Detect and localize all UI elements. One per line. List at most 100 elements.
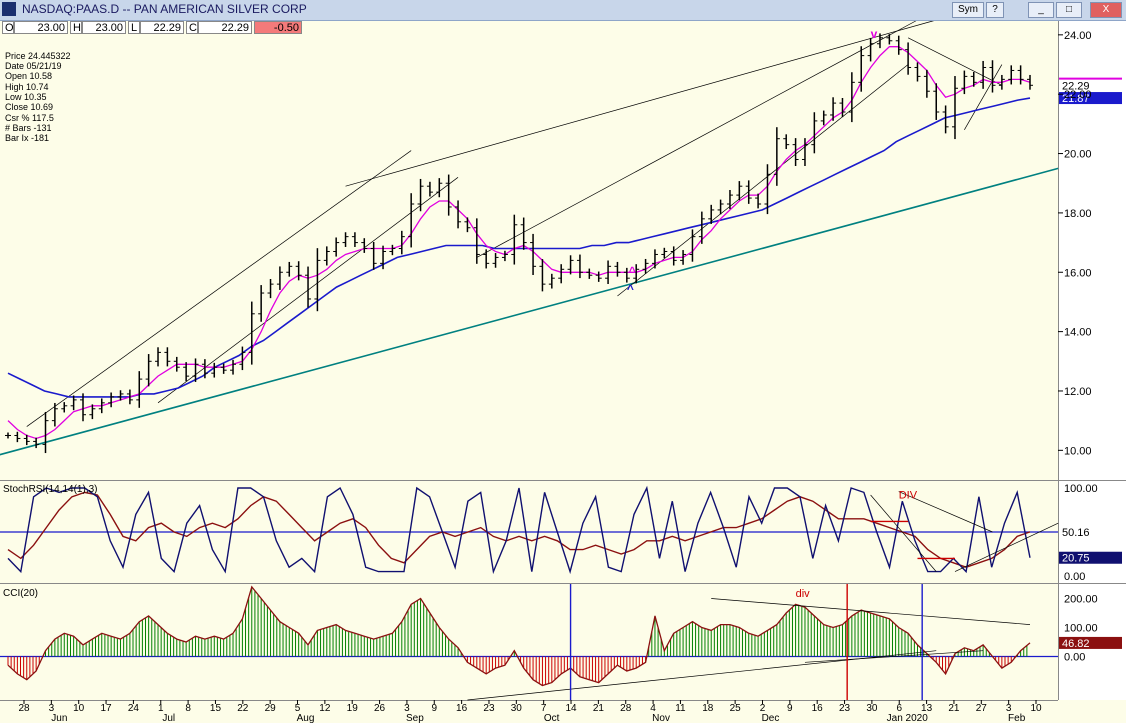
stoch-k-line <box>7 485 1031 575</box>
stoch-y-tick-label: 100.00 <box>1064 483 1098 495</box>
x-tick-label: 1 <box>158 703 164 714</box>
stoch-y-tick-label: 0.00 <box>1064 571 1085 583</box>
x-tick-label: 24 <box>128 703 140 714</box>
x-tick-label: 10 <box>1030 703 1042 714</box>
stoch-trendline <box>898 491 993 533</box>
x-tick-label: 2 <box>760 703 766 714</box>
x-tick-label: 11 <box>675 703 686 714</box>
ma-short-line <box>7 46 1031 440</box>
x-tick-label: 30 <box>511 703 523 714</box>
app-icon <box>2 2 16 16</box>
info-line: # Bars -131 <box>5 123 52 133</box>
price-y-tick-label: 18.00 <box>1064 208 1092 220</box>
x-tick-label: 5 <box>295 703 301 714</box>
cci-div-label: div <box>796 588 811 600</box>
quote-bar: O 23.00 H 23.00 L 22.29 C 22.29 -0.50 <box>0 21 330 36</box>
x-tick-label: 19 <box>347 703 359 714</box>
minimize-button[interactable]: _ <box>1028 2 1054 18</box>
x-month-label: Jan 2020 <box>887 713 929 723</box>
help-button[interactable]: ? <box>986 2 1004 18</box>
x-tick-label: 29 <box>265 703 277 714</box>
x-tick-label: 7 <box>541 703 547 714</box>
symbol-button[interactable]: Sym <box>952 2 984 18</box>
x-month-label: Jun <box>51 713 67 723</box>
x-tick-label: 10 <box>73 703 85 714</box>
stoch-d-value: 50.16 <box>1062 527 1090 539</box>
info-line: Low 10.35 <box>5 92 47 102</box>
info-line: High 10.74 <box>5 82 49 92</box>
cci-line <box>7 585 1031 687</box>
x-tick-label: 15 <box>210 703 222 714</box>
x-tick-label: 21 <box>593 703 605 714</box>
price-y-tick-label: 22.00 <box>1064 89 1092 101</box>
cci-trendline <box>804 650 984 663</box>
x-month-label: Sep <box>406 713 424 723</box>
price-y-tick-label: 24.00 <box>1064 30 1092 42</box>
x-month-label: Aug <box>297 713 315 723</box>
quote-label-open: O <box>2 21 14 34</box>
x-tick-label: 8 <box>185 703 191 714</box>
x-tick-label: 3 <box>1006 703 1012 714</box>
close-button[interactable]: X <box>1090 2 1122 18</box>
price-y-tick-label: 14.00 <box>1064 327 1092 339</box>
quote-value-low: 22.29 <box>140 21 184 34</box>
y-axis-area <box>1058 20 1126 700</box>
x-tick-label: 6 <box>896 703 902 714</box>
x-tick-label: 27 <box>976 703 988 714</box>
maximize-button[interactable]: □ <box>1056 2 1082 18</box>
buy-marker: ^ <box>629 264 636 278</box>
channel-line <box>964 64 1003 130</box>
x-tick-label: 25 <box>730 703 742 714</box>
cci-trendline <box>711 598 1031 625</box>
last-price-label-box <box>1059 79 1122 92</box>
price-y-tick-label: 10.00 <box>1064 445 1092 457</box>
channel-line <box>617 64 909 297</box>
quote-value-high: 23.00 <box>82 21 126 34</box>
x-month-label: Feb <box>1008 713 1026 723</box>
info-line: Date 05/21/19 <box>5 61 62 71</box>
x-tick-label: 17 <box>100 703 112 714</box>
x-tick-label: 28 <box>18 703 30 714</box>
x-tick-label: 22 <box>237 703 249 714</box>
price-y-tick-label: 12.00 <box>1064 386 1092 398</box>
x-tick-label: 23 <box>483 703 495 714</box>
ma-long-price-label: 21.87 <box>1062 93 1090 105</box>
x-month-label: Jul <box>162 713 175 723</box>
last-price-label: 22.29 <box>1062 81 1090 93</box>
quote-label-high: H <box>70 21 82 34</box>
x-tick-label: 3 <box>404 703 410 714</box>
info-line: Close 10.69 <box>5 102 53 112</box>
quote-value-open: 23.00 <box>14 21 68 34</box>
stoch-d-value-box <box>1059 525 1122 538</box>
info-box: Price 24.445322 Date 05/21/19 Open 10.58… <box>5 51 71 143</box>
info-line: Price 24.445322 <box>5 51 71 61</box>
quote-label-close: C <box>186 21 198 34</box>
x-tick-label: 4 <box>650 703 656 714</box>
info-line: Open 10.58 <box>5 71 52 81</box>
info-line: Csr % 117.5 <box>5 113 54 123</box>
x-tick-label: 16 <box>812 703 824 714</box>
x-tick-label: 9 <box>787 703 793 714</box>
support-trendline <box>0 167 1059 456</box>
stoch-div-label: DIV <box>899 490 918 502</box>
x-tick-label: 12 <box>319 703 331 714</box>
cci-y-tick-label: 200.00 <box>1064 594 1098 606</box>
quote-label-low: L <box>128 21 140 34</box>
x-tick-label: 26 <box>374 703 386 714</box>
channel-line <box>26 150 412 427</box>
ma-long-price-label-box <box>1059 92 1122 105</box>
channel-line <box>345 19 937 187</box>
x-month-label: Oct <box>544 713 560 723</box>
cci-value-box <box>1059 636 1122 649</box>
x-tick-label: 14 <box>565 703 577 714</box>
price-y-tick-label: 20.00 <box>1064 149 1092 161</box>
cci-title: CCI(20) <box>3 588 38 599</box>
window-titlebar: NASDAQ:PAAS.D -- PAN AMERICAN SILVER COR… <box>0 0 1126 21</box>
x-tick-label: 28 <box>620 703 632 714</box>
stoch-trendline <box>954 522 1059 572</box>
x-tick-label: 21 <box>948 703 960 714</box>
stoch-d-line <box>7 491 1031 568</box>
x-month-label: Nov <box>652 713 670 723</box>
window-title: NASDAQ:PAAS.D -- PAN AMERICAN SILVER COR… <box>22 2 307 16</box>
